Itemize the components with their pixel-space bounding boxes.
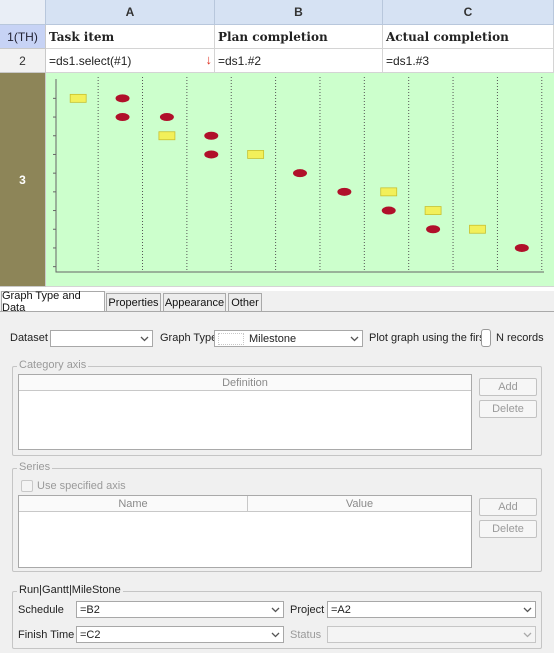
project-label: Project	[290, 604, 325, 616]
n-records-label: N records	[496, 332, 544, 344]
value-column-header[interactable]: Value	[248, 496, 471, 512]
report-grid: A B C 1(TH) Task item Plan completion Ac…	[0, 0, 554, 291]
actual-milestone-marker	[514, 243, 529, 252]
series-legend: Series	[17, 461, 53, 473]
tab-graph-type-and-data[interactable]: Graph Type and Data	[1, 290, 105, 314]
dataset-select[interactable]	[50, 330, 153, 347]
milestone-graph-icon	[218, 332, 244, 345]
run-gantt-milestone-group	[12, 591, 542, 649]
category-axis-group	[12, 366, 542, 456]
name-column-header[interactable]: Name	[19, 496, 248, 512]
n-records-field[interactable]	[481, 329, 491, 347]
chart-axis-frame	[55, 79, 544, 273]
plan-milestone-marker	[158, 131, 176, 141]
category-add-button[interactable]: Add	[479, 378, 537, 396]
series-table-header: Name Value	[19, 496, 471, 512]
plan-milestone-marker	[247, 150, 265, 159]
use-specified-axis-label: Use specified axis	[37, 480, 126, 492]
cell-a2[interactable]: =ds1.select(#1) ↓	[46, 49, 215, 73]
actual-milestone-marker	[426, 225, 441, 234]
cell-b1[interactable]: Plan completion	[215, 25, 383, 49]
dataset-label: Dataset	[10, 332, 48, 344]
use-specified-axis-checkbox[interactable]	[21, 480, 33, 492]
series-delete-button[interactable]: Delete	[479, 520, 537, 538]
schedule-select[interactable]: =B2	[76, 601, 284, 618]
plan-milestone-marker	[469, 224, 486, 234]
row-header-1[interactable]: 1(TH)	[0, 25, 46, 49]
actual-milestone-marker	[381, 206, 396, 215]
series-group	[12, 468, 542, 572]
plot-first-label: Plot graph using the first	[369, 332, 488, 344]
row-header-3[interactable]: 3	[0, 73, 46, 287]
plan-milestone-marker	[380, 187, 398, 197]
finish-time-select[interactable]: =C2	[76, 626, 284, 643]
status-label: Status	[290, 629, 322, 641]
column-header-b[interactable]: B	[215, 0, 383, 25]
project-select[interactable]: =A2	[327, 601, 536, 618]
tab-appearance[interactable]: Appearance	[163, 293, 226, 312]
graph-type-label: Graph Type	[160, 332, 218, 344]
chevron-down-icon	[523, 632, 532, 638]
chevron-down-icon	[271, 632, 280, 638]
plan-milestone-marker	[424, 206, 442, 215]
row-header-2[interactable]: 2	[0, 49, 46, 73]
actual-milestone-marker	[159, 113, 174, 122]
finish-time-select-value: =C2	[80, 628, 101, 641]
actual-milestone-marker	[204, 131, 219, 140]
category-axis-legend: Category axis	[17, 359, 89, 371]
series-add-button[interactable]: Add	[479, 498, 537, 516]
column-header-a[interactable]: A	[46, 0, 215, 25]
run-gantt-milestone-legend: Run|Gantt|MileStone	[17, 584, 123, 596]
chevron-down-icon	[523, 607, 532, 613]
graph-settings-panel	[0, 311, 554, 653]
actual-milestone-marker	[337, 187, 352, 196]
finish-time-label: Finish Time	[18, 629, 75, 641]
tab-bar: Graph Type and Data Properties Appearanc…	[0, 290, 554, 314]
graph-type-select[interactable]: Milestone	[214, 330, 363, 347]
column-header-c[interactable]: C	[383, 0, 554, 25]
definition-column-header[interactable]: Definition	[19, 375, 471, 391]
actual-milestone-marker	[204, 150, 219, 159]
plan-milestone-marker	[69, 93, 87, 103]
graph-type-select-value: Milestone	[249, 332, 297, 345]
actual-milestone-marker	[115, 94, 130, 103]
cell-a1[interactable]: Task item	[46, 25, 215, 49]
actual-milestone-marker	[115, 113, 130, 122]
cell-b2[interactable]: =ds1.#2	[215, 49, 383, 73]
cell-c1[interactable]: Actual completion	[383, 25, 554, 49]
chevron-down-icon	[140, 336, 149, 342]
milestone-chart	[53, 77, 544, 273]
series-table[interactable]: Name Value	[18, 495, 472, 568]
chevron-down-icon	[350, 336, 359, 342]
schedule-label: Schedule	[18, 604, 64, 616]
grid-corner[interactable]	[0, 0, 46, 25]
chevron-down-icon	[271, 607, 280, 613]
cell-a2-expression: =ds1.select(#1)	[49, 53, 132, 68]
cell-c2[interactable]: =ds1.#3	[383, 49, 554, 73]
category-delete-button[interactable]: Delete	[479, 400, 537, 418]
cell-a3-chart[interactable]	[46, 73, 554, 287]
schedule-select-value: =B2	[80, 603, 100, 616]
tab-properties[interactable]: Properties	[106, 293, 161, 312]
expand-down-arrow-icon: ↓	[205, 52, 213, 67]
tab-other[interactable]: Other	[228, 293, 262, 312]
actual-milestone-marker	[293, 169, 307, 178]
status-select[interactable]	[327, 626, 536, 643]
category-axis-table[interactable]: Definition	[18, 374, 472, 450]
project-select-value: =A2	[331, 603, 351, 616]
